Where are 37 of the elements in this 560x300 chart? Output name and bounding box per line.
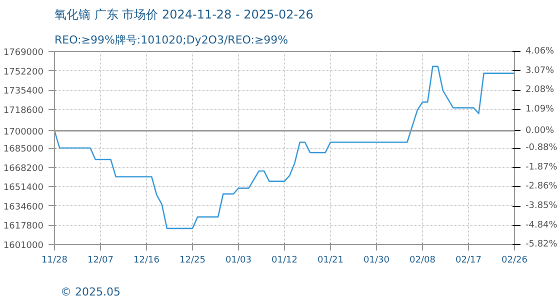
x-tick-label: 02/26 [502, 256, 528, 266]
y-tick-label: 1735400 [3, 86, 44, 97]
x-tick-label: 12/07 [88, 256, 114, 266]
y-tick-label: 1700000 [3, 127, 44, 138]
y2-tick-label: -5.82% [526, 240, 558, 250]
y2-tick-label: -0.88% [526, 143, 558, 153]
x-tick-label: 01/21 [318, 256, 344, 266]
y-tick-label: 1651400 [3, 183, 44, 194]
y2-tick-label: 4.06% [526, 46, 555, 56]
y-tick-label: 1752200 [3, 67, 44, 78]
y2-tick-label: 2.08% [526, 85, 555, 96]
x-tick-label: 12/16 [134, 256, 160, 266]
y-tick-label: 1718600 [3, 106, 44, 116]
line-series [54, 66, 514, 230]
y2-tick-label: -2.86% [526, 182, 558, 192]
y2-tick-label: 0.00% [526, 126, 555, 136]
x-tick-label: 01/12 [272, 256, 298, 266]
y2-tick-label: 1.09% [526, 104, 555, 115]
y-tick-label: 1668200 [3, 164, 44, 174]
y2-tick-label: 3.07% [526, 66, 555, 76]
y2-tick-label: -3.85% [526, 201, 558, 212]
x-tick-label: 01/30 [364, 256, 390, 266]
y-tick-label: 1617800 [3, 222, 44, 232]
x-tick-label: 01/03 [226, 256, 252, 266]
y2-tick-label: -4.84% [526, 220, 558, 230]
text: © 2025.05 [60, 286, 120, 298]
y-tick-label: 1634600 [3, 202, 44, 212]
chart-title: 氧化镝 广东 市场价 2024-11-28 - 2025-02-26 [54, 8, 314, 22]
x-tick-label: 11/28 [42, 256, 68, 266]
y2-tick-label: -1.87% [526, 162, 558, 172]
chart-subtitle: REO:≥99%牌号:101020;Dy2O3/REO:≥99% [54, 34, 288, 46]
x-tick-label: 12/25 [180, 256, 206, 266]
y-tick-label: 1769000 [3, 48, 44, 58]
x-tick-label: 02/17 [456, 256, 482, 266]
y-tick-label: 1685000 [3, 144, 44, 154]
y-tick-label: 1601000 [3, 241, 44, 251]
x-tick-label: 02/08 [410, 256, 436, 266]
